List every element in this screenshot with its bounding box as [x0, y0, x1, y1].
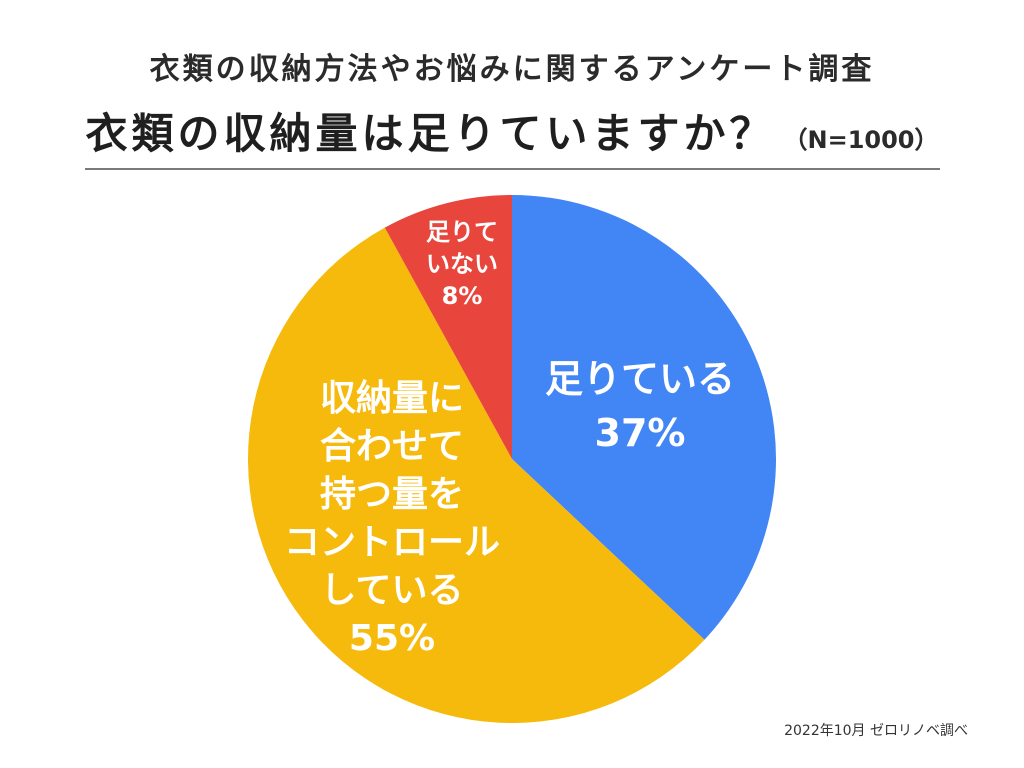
title-row: 衣類の収納量は足りていますか？ （N=1000） [0, 100, 1024, 161]
chart-title: 衣類の収納量は足りていますか？ [85, 109, 776, 158]
slice-label-line: 合わせて [320, 426, 464, 467]
pie-slice-1 [512, 195, 776, 640]
slice-label-line: 持つ量を [320, 474, 464, 515]
slice-label-line: 8% [442, 282, 483, 310]
slice-label-line: 55% [349, 618, 435, 659]
pie-slice-3 [384, 195, 512, 459]
slice-label-line: コントロール [284, 522, 500, 563]
slice-label-line: いない [426, 250, 498, 278]
sample-size: （N=1000） [783, 126, 939, 154]
slice-label-line: 足りている [545, 357, 735, 401]
slice-label-1: 足りている 37% [545, 357, 735, 455]
slice-label-line: 足りて [426, 218, 498, 246]
slice-label-line: 37% [595, 411, 686, 455]
slice-label-line: している [321, 570, 464, 611]
slice-label-3: 足りていない 8% [426, 218, 498, 310]
slice-label-2: 収納量に合わせて持つ量をコントロールしている 55% [284, 378, 500, 659]
source-note: 2022年10月 ゼロリノベ調べ [784, 723, 968, 739]
survey-subtitle: 衣類の収納方法やお悩みに関するアンケート調査 [149, 52, 875, 87]
slice-label-line: 収納量に [320, 378, 464, 419]
pie-slice-2 [247, 227, 705, 723]
title-divider [85, 168, 940, 170]
